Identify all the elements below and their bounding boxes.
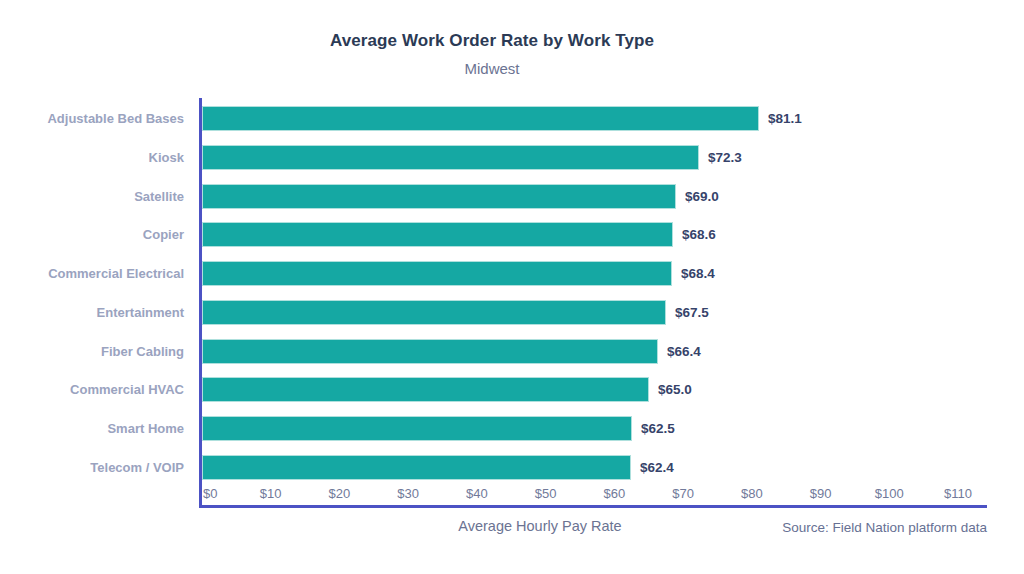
value-label: $62.4 [640,455,674,480]
bar [202,455,631,480]
category-label: Kiosk [0,145,184,170]
x-axis-line [199,505,987,508]
category-label: Telecom / VOIP [0,455,184,480]
value-label: $72.3 [708,145,742,170]
value-label: $67.5 [675,300,709,325]
category-label: Fiber Cabling [0,339,184,364]
bar [202,416,632,441]
value-label: $81.1 [768,106,802,131]
category-label: Smart Home [0,416,184,441]
category-label: Commercial Electrical [0,261,184,286]
bar [202,339,658,364]
value-label: $62.5 [641,416,675,441]
bar [202,145,699,170]
bar [202,261,672,286]
chart-title: Average Work Order Rate by Work Type [0,31,984,51]
value-label: $65.0 [658,377,692,402]
value-label: $68.4 [681,261,715,286]
category-label: Entertainment [0,300,184,325]
bar [202,222,673,247]
bar-chart: Average Work Order Rate by Work Type Mid… [0,0,1024,574]
category-label: Commercial HVAC [0,377,184,402]
bar [202,184,676,209]
bar [202,377,649,402]
source-note: Source: Field Nation platform data [587,520,987,535]
chart-subtitle: Midwest [0,60,984,77]
value-label: $66.4 [667,339,701,364]
bar [202,106,759,131]
bar [202,300,666,325]
value-label: $69.0 [685,184,719,209]
category-label: Satellite [0,184,184,209]
category-label: Copier [0,222,184,247]
value-label: $68.6 [682,222,716,247]
category-label: Adjustable Bed Bases [0,106,184,131]
x-tick-label: $110 [918,486,998,501]
